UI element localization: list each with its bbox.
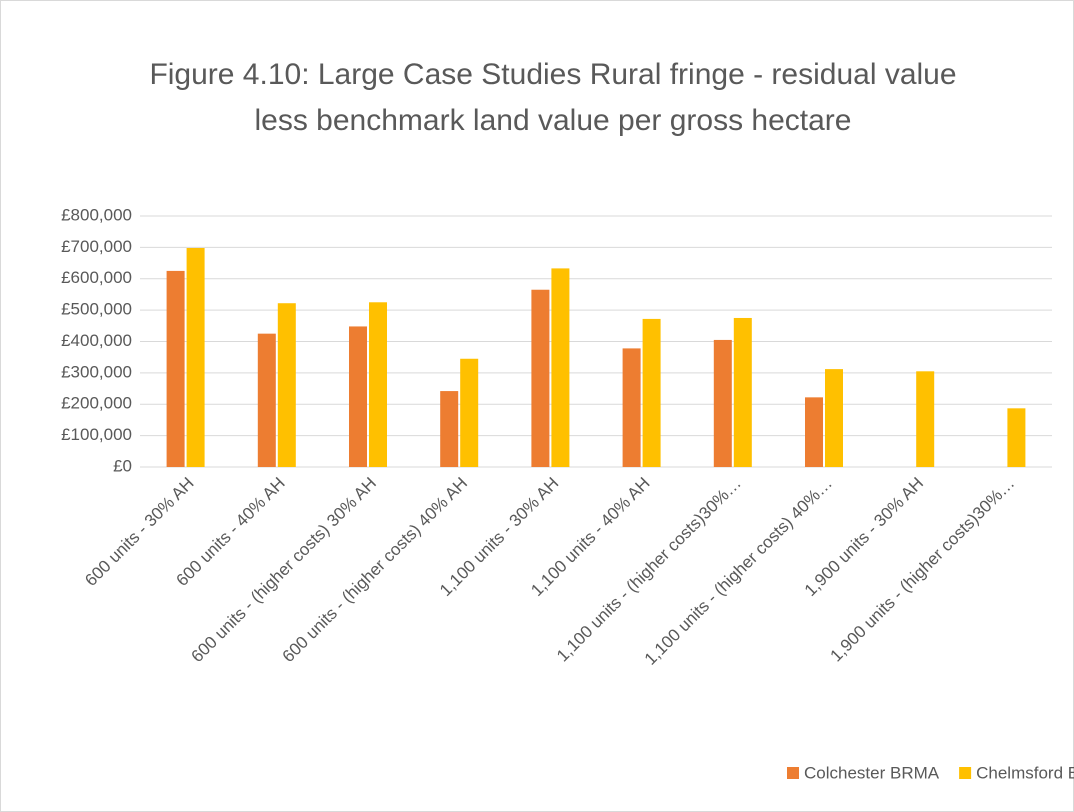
bar [713,339,732,467]
y-tick-label: £700,000 [61,237,132,256]
bar [257,333,276,467]
bar [622,348,641,467]
x-tick-label: 1,100 units - (higher costs)30%… [553,474,745,666]
bar [166,270,185,467]
bar [1007,408,1026,467]
chart-title: Figure 4.10: Large Case Studies Rural fr… [149,58,957,137]
bar [277,303,296,467]
x-tick-label: 600 units - (higher costs) 40% AH [279,474,471,666]
y-tick-label: £500,000 [61,300,132,319]
bar [186,248,205,467]
bar [805,397,823,467]
bar [551,268,570,467]
bar [349,326,367,467]
y-tick-label: £600,000 [61,268,132,287]
y-tick-label: £300,000 [61,362,132,381]
y-tick-label: £100,000 [61,425,132,444]
bar [825,369,843,467]
legend-swatch [787,767,799,779]
bar [531,289,550,467]
legend-label: Chelmsford BRMA [976,763,1074,782]
legend-swatch [959,767,972,779]
bar [440,391,459,467]
y-tick-label: £400,000 [61,331,132,350]
x-tick-label: 1,900 units - (higher costs)30%… [827,474,1019,666]
y-tick-label: £800,000 [61,205,132,224]
bar [733,317,752,467]
y-tick-label: £0 [113,456,132,475]
bar [460,358,479,467]
bar [916,371,935,467]
bar [642,318,661,467]
x-tick-label: 600 units - (higher costs) 30% AH [188,474,380,666]
x-tick-label: 1,100 units - (higher costs) 40%… [641,474,836,669]
legend-label: Colchester BRMA [804,763,940,782]
y-tick-label: £200,000 [61,394,132,413]
bar [369,302,387,467]
